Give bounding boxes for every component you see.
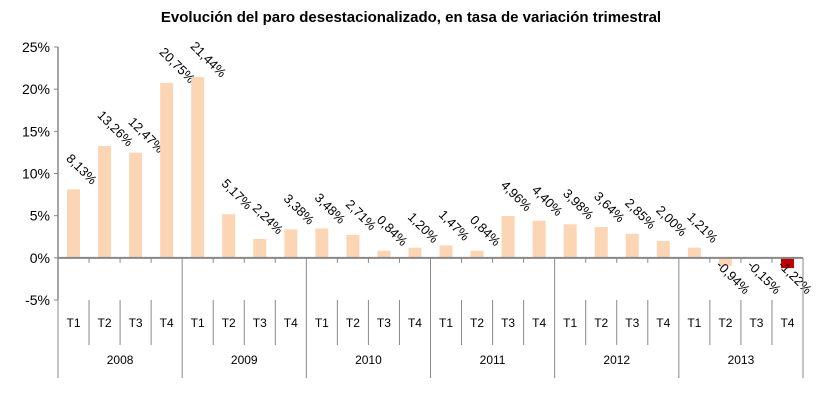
bar xyxy=(780,257,794,269)
bar xyxy=(98,146,112,258)
data-label: 3,48% xyxy=(312,190,349,227)
bar xyxy=(532,220,546,258)
year-label: 2010 xyxy=(355,353,382,367)
bar xyxy=(129,152,143,258)
bar xyxy=(625,233,639,258)
quarter-label: T1 xyxy=(563,316,577,330)
quarter-label: T3 xyxy=(129,316,143,330)
data-label: 5,17% xyxy=(219,176,256,213)
quarter-label: T3 xyxy=(625,316,639,330)
data-label: 0,84% xyxy=(374,212,411,249)
quarter-label: T4 xyxy=(408,316,422,330)
data-label: 3,38% xyxy=(281,191,318,228)
bar xyxy=(501,216,515,258)
bar xyxy=(563,224,577,258)
y-tick-label: 25% xyxy=(22,39,50,55)
y-tick-label: -5% xyxy=(25,292,50,308)
bar xyxy=(191,77,205,258)
y-tick-label: 5% xyxy=(30,208,50,224)
year-label: 2013 xyxy=(728,353,755,367)
quarter-label: T1 xyxy=(439,316,453,330)
bar xyxy=(253,238,267,258)
y-tick-label: 20% xyxy=(22,81,50,97)
y-tick-label: 15% xyxy=(22,123,50,139)
data-label: 3,64% xyxy=(591,189,628,226)
data-label: 1,20% xyxy=(405,209,442,246)
bar xyxy=(377,250,391,258)
data-label: 0,84% xyxy=(467,212,504,249)
bar xyxy=(718,257,732,266)
data-label: 4,96% xyxy=(498,178,535,215)
data-label: 1,47% xyxy=(436,207,473,244)
quarter-label: T1 xyxy=(687,316,701,330)
bar xyxy=(594,227,608,258)
bar xyxy=(346,234,360,258)
data-label: -1,22% xyxy=(775,257,815,297)
bar xyxy=(222,214,236,258)
year-label: 2011 xyxy=(480,353,506,367)
y-tick-label: 0% xyxy=(30,250,50,266)
quarter-label: T2 xyxy=(594,316,608,330)
bar xyxy=(656,240,670,258)
quarter-label: T2 xyxy=(346,316,360,330)
bar xyxy=(160,82,174,258)
data-label: -0,15% xyxy=(744,257,784,297)
data-label: 8,13% xyxy=(63,151,100,188)
quarter-label: T4 xyxy=(656,316,670,330)
bar xyxy=(315,228,329,258)
quarter-label: T2 xyxy=(718,316,732,330)
quarter-label: T3 xyxy=(749,316,763,330)
year-label: 2012 xyxy=(603,353,630,367)
data-label: 2,24% xyxy=(250,200,287,237)
chart-title: Evolución del paro desestacionalizado, e… xyxy=(161,9,661,26)
quarter-label: T2 xyxy=(470,316,484,330)
quarter-label: T3 xyxy=(377,316,391,330)
quarter-label: T2 xyxy=(98,316,112,330)
quarter-label: T1 xyxy=(67,316,81,330)
bar xyxy=(470,250,484,258)
quarter-label: T4 xyxy=(284,316,298,330)
data-label: 4,40% xyxy=(529,182,566,219)
bar xyxy=(284,229,298,258)
bar xyxy=(687,247,701,258)
bar xyxy=(439,245,453,258)
data-label: 3,98% xyxy=(560,186,597,223)
quarter-label: T3 xyxy=(501,316,515,330)
data-label: -0,94% xyxy=(713,257,753,297)
y-tick-label: 10% xyxy=(22,166,50,182)
quarter-label: T4 xyxy=(160,316,174,330)
quarter-label: T4 xyxy=(780,316,794,330)
quarter-label: T1 xyxy=(315,316,329,330)
year-label: 2009 xyxy=(231,353,258,367)
year-label: 2008 xyxy=(107,353,134,367)
quarter-label: T3 xyxy=(253,316,267,330)
quarter-label: T2 xyxy=(222,316,236,330)
quarter-label: T1 xyxy=(191,316,205,330)
bar xyxy=(67,189,81,258)
quarter-label: T4 xyxy=(532,316,546,330)
bar xyxy=(408,247,422,258)
